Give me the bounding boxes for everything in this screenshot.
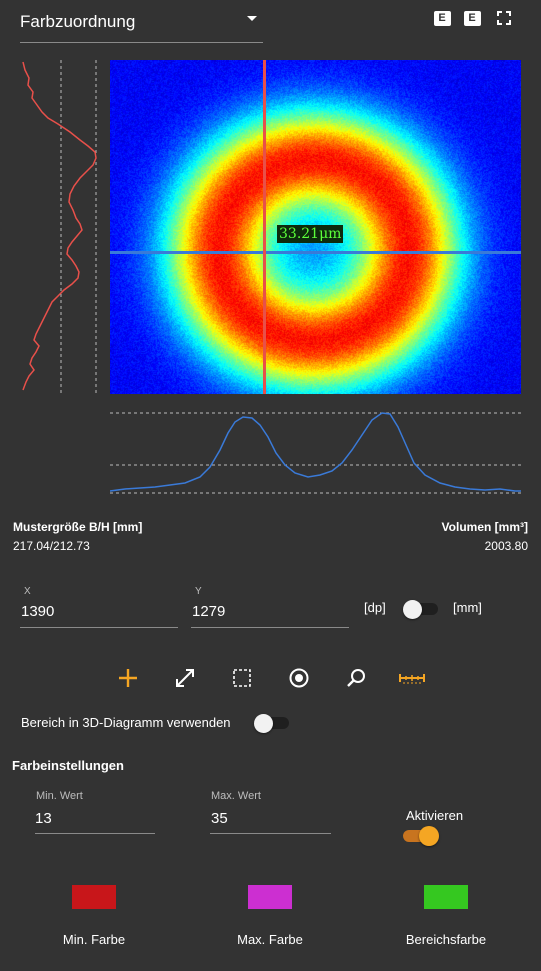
range-color-label: Bereichsfarbe (405, 932, 487, 947)
y-label: Y (195, 586, 202, 597)
crosshair-vertical[interactable] (263, 60, 266, 394)
dashed-rect-icon (233, 669, 251, 687)
x-label: X (24, 586, 31, 597)
use-range-3d-toggle[interactable] (254, 712, 290, 734)
y-input[interactable]: 1279 (192, 603, 226, 620)
add-tool-button[interactable] (115, 665, 141, 691)
zoom-tool-button[interactable] (343, 665, 369, 691)
e-icon: E (463, 10, 481, 26)
fullscreen-button[interactable] (495, 9, 513, 27)
horizontal-profile-plot (110, 412, 521, 494)
activate-toggle[interactable] (402, 825, 440, 847)
max-value-label: Max. Wert (211, 790, 261, 802)
activate-label: Aktivieren (406, 808, 464, 823)
max-value-underline (210, 833, 331, 834)
max-color-swatch[interactable] (248, 885, 292, 909)
fullscreen-icon (497, 11, 511, 25)
unit-toggle-knob (403, 600, 422, 619)
color-settings-heading: Farbeinstellungen (12, 758, 124, 773)
line-tool-button[interactable] (172, 665, 198, 691)
heatmap-canvas[interactable]: 33.21μm (110, 60, 521, 394)
rect-select-tool-button[interactable] (229, 665, 255, 691)
measurement-label: 33.21μm (277, 225, 344, 243)
range-color-swatch[interactable] (424, 885, 468, 909)
ruler-icon (399, 674, 425, 684)
horizontal-profile-line (110, 412, 521, 492)
use-range-3d-label: Bereich in 3D-Diagramm verwenden (21, 715, 231, 730)
pattern-size-value: 217.04/212.73 (13, 539, 90, 553)
color-mapping-select[interactable]: Farbzuordnung (20, 8, 263, 43)
pattern-size-label: Mustergröße B/H [mm] (13, 520, 143, 534)
crosshair-horizontal[interactable] (110, 251, 521, 254)
volume-label: Volumen [mm³] (441, 520, 528, 534)
vertical-profile-line (22, 61, 97, 391)
unit-dp-label: [dp] (364, 600, 386, 615)
chevron-down-icon (247, 16, 257, 21)
plus-icon (119, 669, 137, 687)
export-e-button-1[interactable]: E (433, 9, 451, 27)
unit-mm-label: [mm] (453, 600, 482, 615)
x-input-underline (20, 627, 178, 628)
min-color-swatch[interactable] (72, 885, 116, 909)
unit-toggle[interactable] (403, 598, 439, 620)
volume-value: 2003.80 (484, 539, 528, 553)
color-mapping-title: Farbzuordnung (20, 12, 136, 31)
use-range-3d-knob (254, 714, 273, 733)
e-icon: E (433, 10, 451, 26)
min-value-input[interactable]: 13 (35, 810, 52, 827)
x-input[interactable]: 1390 (21, 603, 55, 620)
diagonal-resize-icon (176, 669, 194, 687)
min-color-label: Min. Farbe (62, 932, 126, 947)
min-value-label: Min. Wert (36, 790, 83, 802)
target-circle-icon (289, 668, 309, 688)
y-input-underline (191, 627, 349, 628)
measure-tool-button[interactable] (398, 665, 426, 691)
min-value-underline (35, 833, 155, 834)
max-color-label: Max. Farbe (237, 932, 303, 947)
export-e-button-2[interactable]: E (463, 9, 481, 27)
vertical-profile-plot (22, 60, 97, 394)
circle-tool-button[interactable] (286, 665, 312, 691)
max-value-input[interactable]: 35 (211, 810, 228, 827)
activate-toggle-knob (419, 826, 439, 846)
magnifier-icon (347, 669, 365, 687)
